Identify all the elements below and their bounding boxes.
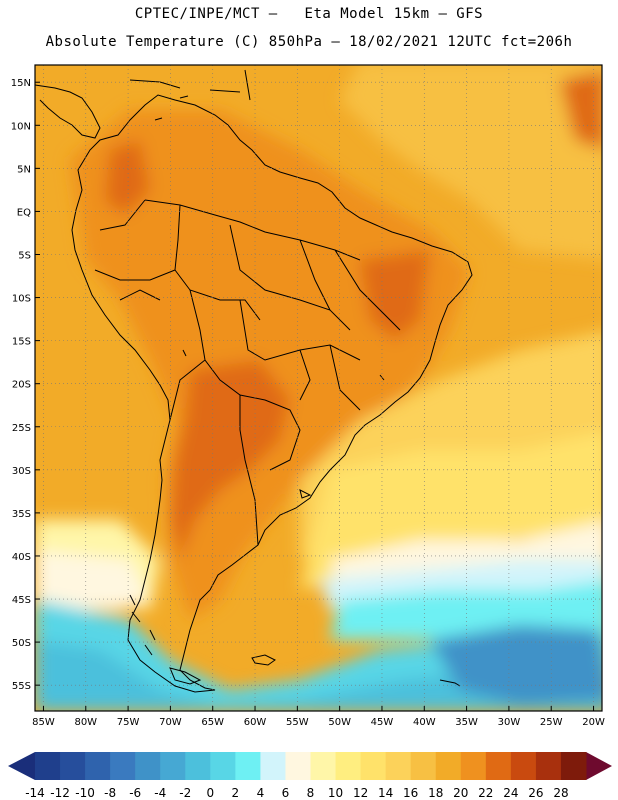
colorbar-label: 28 bbox=[553, 786, 568, 800]
colorbar-label: 8 bbox=[307, 786, 315, 800]
field-pacific-cream bbox=[35, 550, 150, 610]
colorbar-swatch bbox=[485, 752, 512, 780]
lon-label: 55W bbox=[286, 717, 309, 728]
longitude-ticks: 85W 80W 75W 70W 65W 60W 55W 50W 45W 40W 35W 30W 25W 2… bbox=[32, 706, 605, 728]
colorbar-swatch bbox=[310, 752, 337, 780]
colorbar-swatch bbox=[510, 752, 537, 780]
colorbar-swatch bbox=[335, 752, 362, 780]
colorbar-label: 24 bbox=[503, 786, 518, 800]
map-field bbox=[35, 65, 602, 711]
tierra-del-fuego bbox=[169, 667, 202, 685]
colorbar-high-arrow bbox=[586, 752, 612, 780]
lat-label: 50S bbox=[12, 638, 31, 649]
field-tropical-atlantic bbox=[340, 65, 602, 260]
lat-label: 45S bbox=[12, 595, 31, 606]
south-georgia bbox=[439, 679, 461, 687]
field-southern-teal bbox=[35, 640, 602, 711]
colorbar-swatch bbox=[285, 752, 311, 780]
lat-label: 35S bbox=[12, 509, 31, 520]
title-line-1: CPTEC/INPE/MCT – Eta Model 15km – GFS bbox=[134, 6, 484, 22]
south-america-coast bbox=[71, 94, 473, 693]
colorbar-low-arrow bbox=[8, 752, 35, 780]
colorbar-swatch bbox=[260, 752, 286, 780]
colorbar-swatch bbox=[560, 752, 587, 780]
colorbar-label: -2 bbox=[179, 786, 191, 800]
colorbar-swatch bbox=[460, 752, 487, 780]
chilean-islands bbox=[129, 594, 156, 656]
latitude-ticks: 15N 10N 5N EQ 5S 10S 15S 20S 25S 30S 35S 40S 45S 50S 5… bbox=[11, 78, 40, 692]
colorbar-label: -14 bbox=[25, 786, 45, 800]
colorbar-swatch bbox=[85, 752, 111, 780]
colorbar-swatch bbox=[160, 752, 186, 780]
colorbar-swatch bbox=[110, 752, 136, 780]
lat-label: 10S bbox=[12, 294, 31, 305]
colorbar-swatch bbox=[135, 752, 161, 780]
colorbar-swatch bbox=[360, 752, 387, 780]
lat-label: 55S bbox=[12, 681, 31, 692]
colorbar-label: 0 bbox=[206, 786, 214, 800]
lon-label: 45W bbox=[371, 717, 394, 728]
lat-label: 40S bbox=[12, 552, 31, 563]
colorbar-label: -4 bbox=[154, 786, 166, 800]
colorbar-label: 20 bbox=[453, 786, 468, 800]
lon-label: 75W bbox=[117, 717, 140, 728]
field-atlantic-cyan bbox=[330, 581, 602, 640]
lat-label: 5N bbox=[17, 164, 31, 175]
colorbar-label: 18 bbox=[428, 786, 443, 800]
lat-label: 25S bbox=[12, 423, 31, 434]
falklands bbox=[251, 654, 276, 666]
colorbar-label: 16 bbox=[403, 786, 418, 800]
colorbar-label: -8 bbox=[104, 786, 116, 800]
lon-label: 80W bbox=[74, 717, 97, 728]
lat-label: 30S bbox=[12, 466, 31, 477]
colorbar-label: 14 bbox=[378, 786, 393, 800]
lat-label: 20S bbox=[12, 380, 31, 391]
colorbar-label: -12 bbox=[50, 786, 70, 800]
map-frame bbox=[34, 64, 603, 712]
colorbar: -14 -12 -10 -8 -6 -4 -2 0 2 4 6 8 10 12 14 16 18 20 22 24 26… bbox=[8, 752, 612, 800]
lat-label: 15N bbox=[11, 78, 31, 89]
colorbar-label: 2 bbox=[232, 786, 240, 800]
colorbar-label: 4 bbox=[257, 786, 265, 800]
field-hot-core bbox=[170, 360, 290, 560]
colorbar-swatch bbox=[385, 752, 412, 780]
colorbar-label: -10 bbox=[75, 786, 95, 800]
colorbar-swatch bbox=[235, 752, 261, 780]
colorbar-swatch bbox=[210, 752, 236, 780]
lon-label: 25W bbox=[540, 717, 563, 728]
lon-label: 20W bbox=[582, 717, 605, 728]
title-line-2: Absolute Temperature (C) 850hPa – 18/02/… bbox=[45, 34, 573, 50]
lat-label: 5S bbox=[18, 250, 31, 261]
colorbar-label: 10 bbox=[328, 786, 343, 800]
colorbar-swatch bbox=[60, 752, 86, 780]
colorbar-label: 12 bbox=[353, 786, 368, 800]
colorbar-swatch bbox=[185, 752, 211, 780]
lat-label: 15S bbox=[12, 337, 31, 348]
field-hot-north bbox=[105, 140, 150, 215]
colorbar-swatch bbox=[535, 752, 562, 780]
field-hot-ne bbox=[560, 70, 602, 149]
colorbar-label: 26 bbox=[528, 786, 543, 800]
central-america bbox=[35, 84, 101, 139]
colorbar-swatch bbox=[410, 752, 437, 780]
lon-label: 35W bbox=[455, 717, 478, 728]
lon-label: 70W bbox=[159, 717, 182, 728]
lat-label: 10N bbox=[11, 121, 31, 132]
lon-label: 65W bbox=[201, 717, 224, 728]
colorbar-swatch bbox=[435, 752, 462, 780]
colorbar-label: 22 bbox=[478, 786, 493, 800]
colorbar-swatch bbox=[35, 752, 61, 780]
field-hot-brazil bbox=[360, 250, 430, 340]
colorbar-label: 6 bbox=[282, 786, 290, 800]
lon-label: 40W bbox=[413, 717, 436, 728]
lon-label: 50W bbox=[328, 717, 351, 728]
lat-label: EQ bbox=[17, 207, 31, 218]
field-continent bbox=[70, 110, 470, 620]
lon-label: 30W bbox=[498, 717, 521, 728]
lat-lon-grid bbox=[35, 65, 602, 711]
lon-label: 85W bbox=[32, 717, 55, 728]
lon-label: 60W bbox=[244, 717, 267, 728]
colorbar-label: -6 bbox=[129, 786, 141, 800]
